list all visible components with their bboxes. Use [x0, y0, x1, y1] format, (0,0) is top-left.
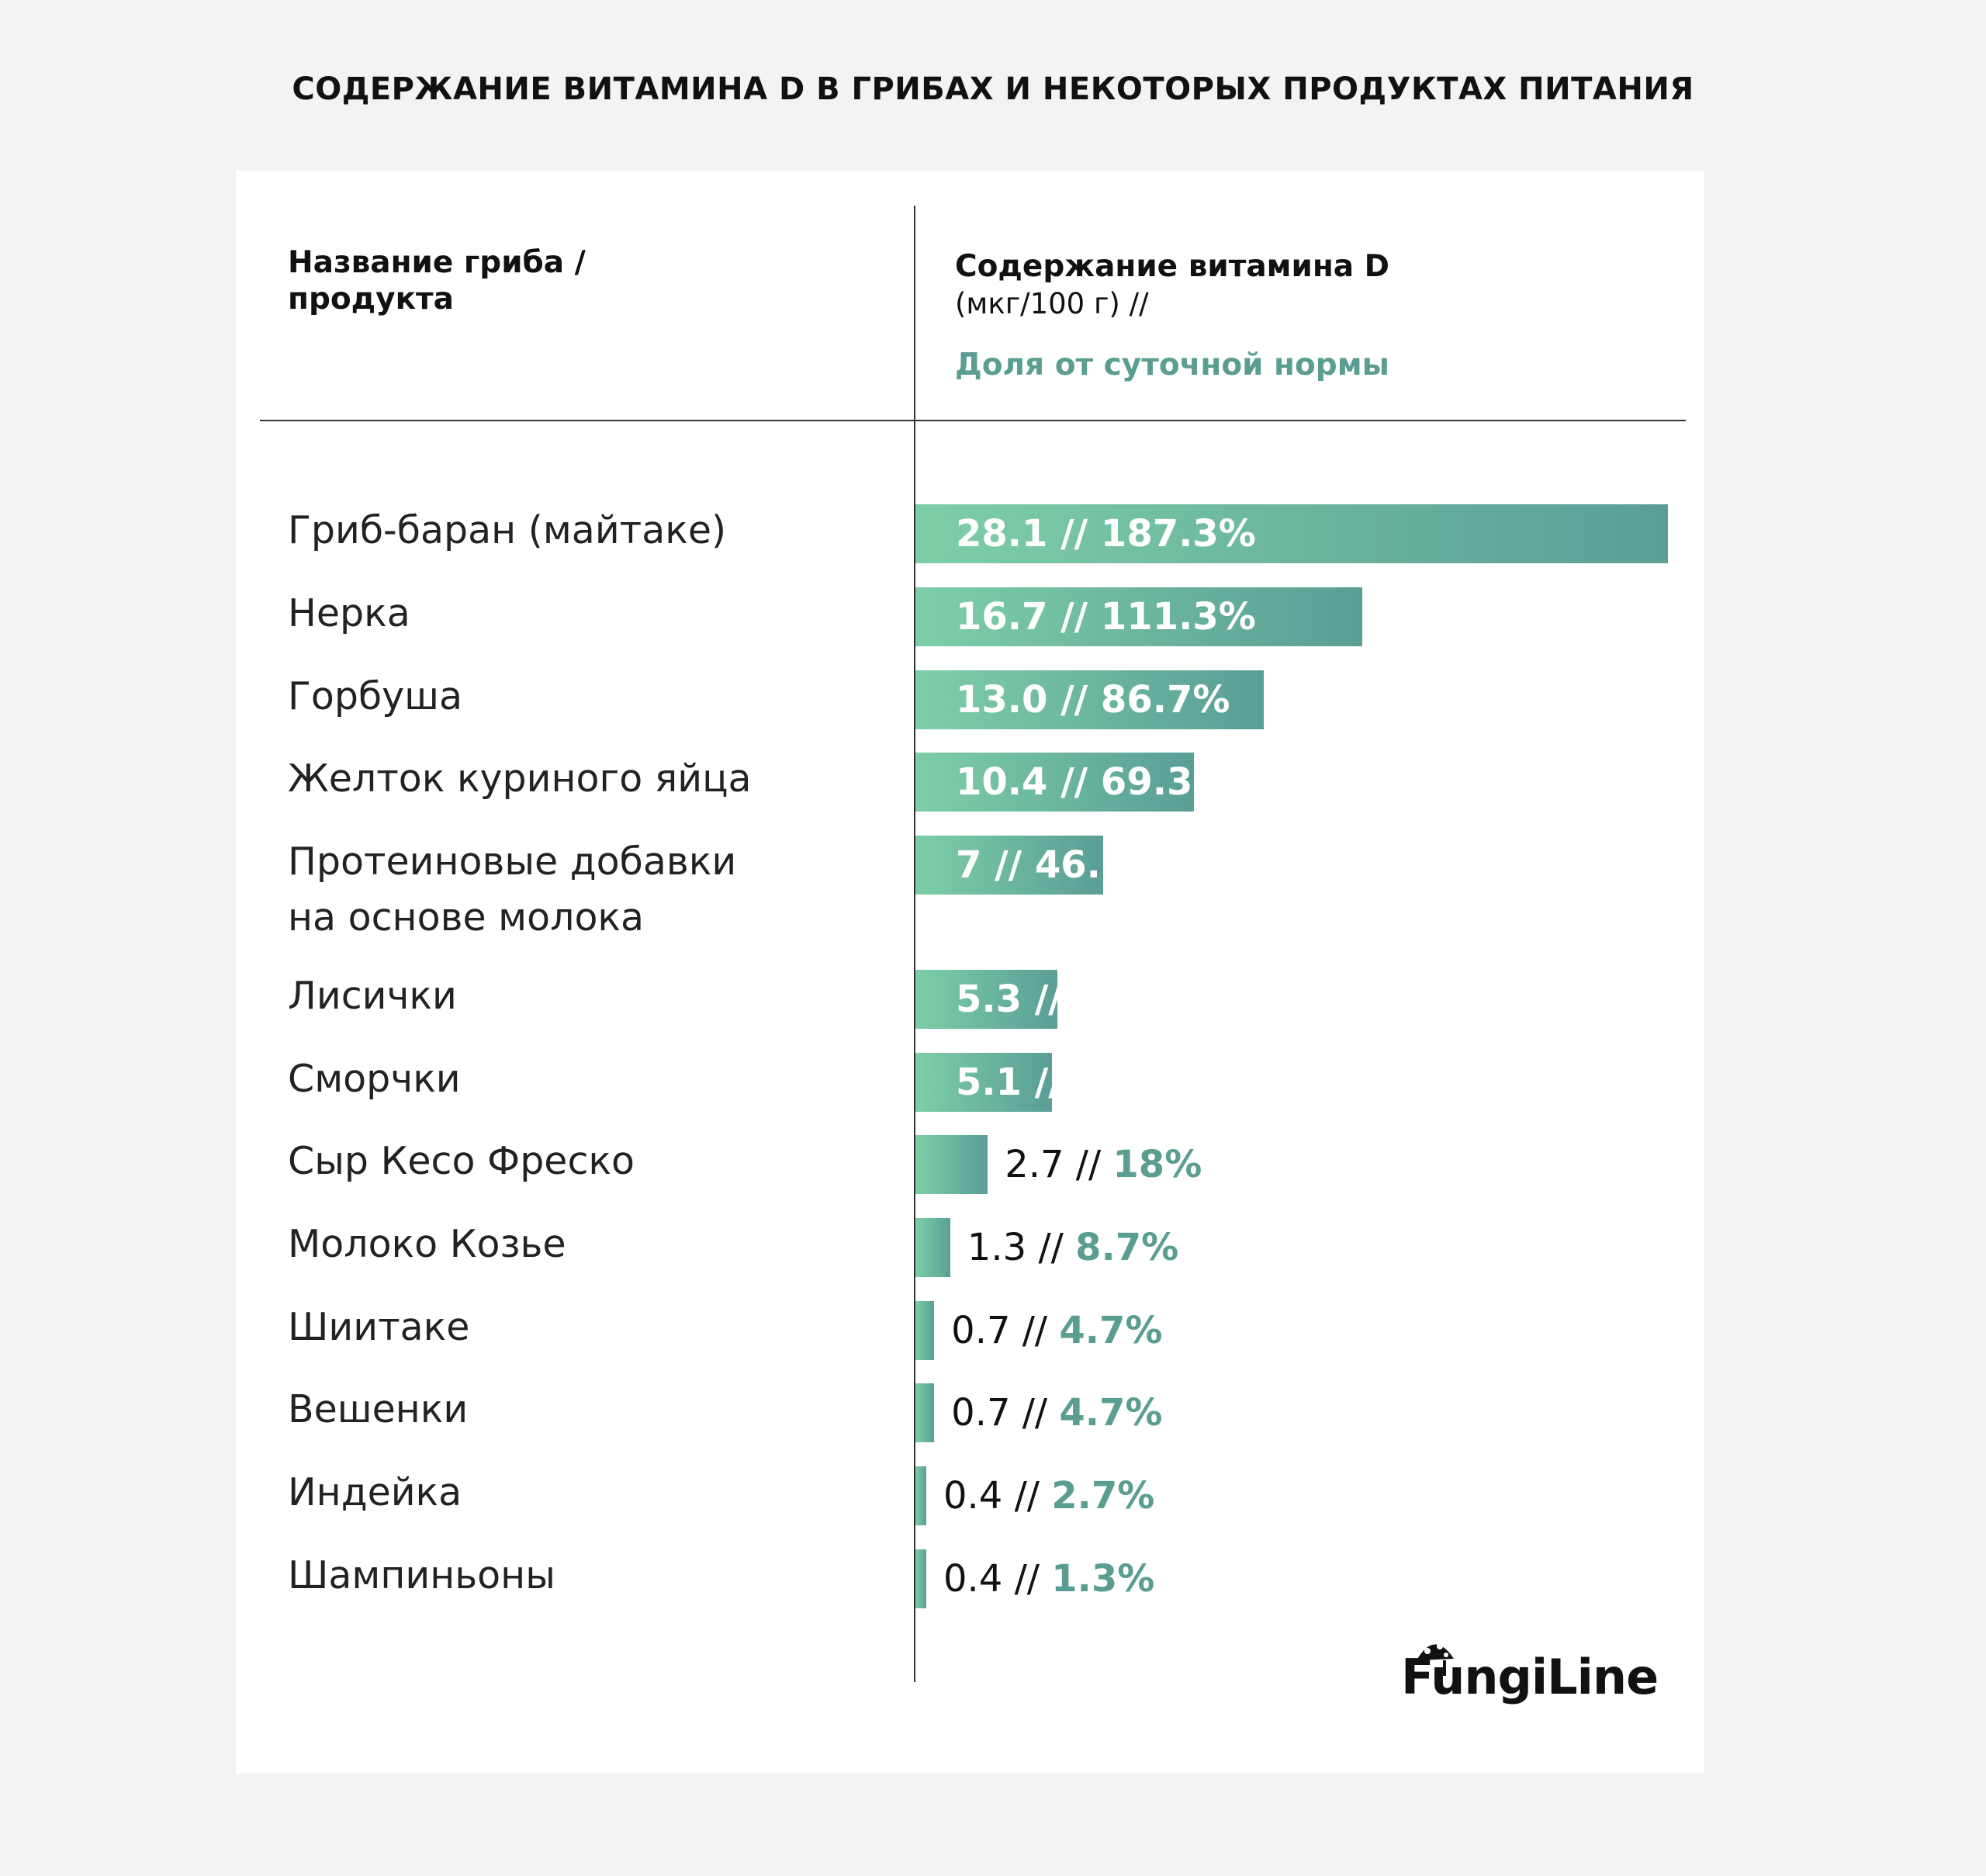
category-label-line: Горбуша: [288, 674, 463, 718]
category-label: Индейка: [288, 1465, 462, 1521]
category-label: Шиитаке: [288, 1300, 469, 1355]
column-header-unit: (мкг/100 г) //: [955, 287, 1149, 320]
bar: [915, 587, 1363, 646]
category-label: Вешенки: [288, 1382, 468, 1438]
percent-text: 18%: [1112, 1143, 1202, 1186]
category-label-line: Шампиньоны: [288, 1553, 555, 1597]
value-text: 1.3 //: [967, 1226, 1076, 1269]
bar: [915, 670, 1264, 729]
mushroom-logo-icon: [1417, 1643, 1454, 1676]
value-text: 2.7 //: [1005, 1143, 1113, 1186]
bar: [915, 1549, 926, 1608]
value-text: 0.4 //: [943, 1557, 1052, 1601]
percent-text: 1.3%: [1051, 1557, 1155, 1601]
brand-logo: FungiLine: [1401, 1649, 1659, 1705]
category-label-line: Желток куриного яйца: [288, 756, 752, 801]
percent-text: 8.7%: [1075, 1226, 1179, 1269]
horizontal-divider: [260, 420, 1686, 421]
value-text: 0.4 //: [943, 1474, 1052, 1518]
data-label: 1.3 // 8.7%: [967, 1218, 1178, 1277]
chart-card: Название гриба / продукта Содержание вит…: [236, 171, 1704, 1774]
category-label: Желток куриного яйца: [288, 751, 752, 807]
category-label-line: Гриб-баран (майтаке): [288, 508, 727, 552]
bar: [915, 1301, 935, 1360]
category-label-line: Нерка: [288, 591, 410, 635]
category-label-line: Сморчки: [288, 1057, 461, 1101]
data-label: 0.7 // 4.7%: [951, 1301, 1162, 1360]
bar: [915, 970, 1057, 1029]
category-label-line: Шиитаке: [288, 1305, 470, 1349]
category-label-line: Индейка: [288, 1470, 462, 1514]
category-label-line: Сыр Кесо Фреско: [288, 1139, 635, 1183]
category-label: Горбуша: [288, 669, 462, 725]
value-text: 0.7 //: [951, 1309, 1060, 1352]
category-label: Шампиньоны: [288, 1548, 555, 1604]
category-label-line: на основе молока: [288, 895, 645, 940]
data-label: 2.7 // 18%: [1005, 1135, 1202, 1194]
category-label: Нерка: [288, 586, 410, 642]
column-header-product: Название гриба / продукта: [288, 245, 586, 317]
category-label: Сыр Кесо Фреско: [288, 1134, 635, 1189]
category-label: Гриб-баран (майтаке): [288, 503, 726, 559]
category-label-line: Протеиновые добавки: [288, 839, 737, 884]
category-label-line: Лисички: [288, 974, 457, 1018]
data-label: 16.7 // 111.3%: [956, 595, 1256, 639]
vertical-divider: [914, 206, 915, 1682]
data-label: 5.3 // 35.3%: [956, 978, 1205, 1021]
data-label: 0.4 // 2.7%: [943, 1466, 1154, 1525]
bar: [915, 836, 1103, 895]
data-label: 5.1 // 34%: [956, 1061, 1164, 1104]
percent-text: 2.7%: [1051, 1474, 1155, 1518]
data-label: 0.7 // 4.7%: [951, 1383, 1162, 1442]
percent-text: 4.7%: [1059, 1391, 1163, 1435]
bar: [915, 1053, 1053, 1112]
bar: [915, 504, 1668, 563]
data-label: 10.4 // 69.3%: [956, 760, 1230, 804]
percent-text: 4.7%: [1059, 1309, 1163, 1352]
value-text: 0.7 //: [951, 1391, 1060, 1435]
bar: [915, 1466, 926, 1525]
category-label: Лисички: [288, 968, 457, 1024]
bar: [915, 1135, 988, 1194]
category-label: Сморчки: [288, 1051, 461, 1107]
data-label: 0.4 // 1.3%: [943, 1549, 1154, 1608]
column-header-vitamin: Содержание витамина D: [955, 249, 1390, 284]
category-label-line: Вешенки: [288, 1387, 469, 1431]
data-label: 7 // 46.7%: [956, 843, 1164, 887]
bar: [915, 753, 1194, 812]
bar: [915, 1218, 950, 1277]
category-label-line: Молоко Козье: [288, 1222, 566, 1266]
category-label: Молоко Козье: [288, 1217, 566, 1272]
bar: [915, 1383, 935, 1442]
column-header-share: Доля от суточной нормы: [955, 348, 1389, 382]
data-label: 13.0 // 86.7%: [956, 678, 1230, 722]
data-label: 28.1 // 187.3%: [956, 512, 1256, 556]
chart-title: СОДЕРЖАНИЕ ВИТАМИНА D В ГРИБАХ И НЕКОТОР…: [292, 71, 1694, 107]
category-label: Протеиновые добавки на основе молока: [288, 834, 736, 946]
